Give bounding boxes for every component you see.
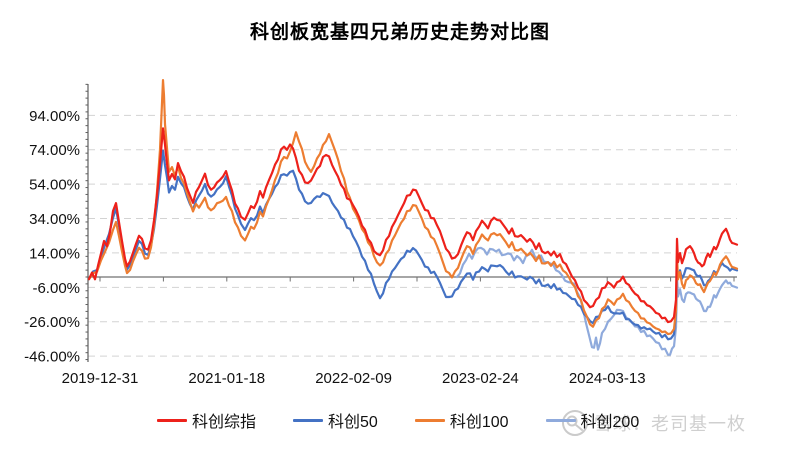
y-tick-label: -46.00% <box>24 349 80 366</box>
y-tick-labels: 94.00% 74.00% 54.00% 34.00% 14.00% -6.00% -26.… <box>24 108 80 366</box>
legend: 科创综指 科创50 科创100 科创200 <box>157 408 639 432</box>
legend-line-swatch <box>157 418 187 422</box>
watermark-text: 雪球：老司基一枚 <box>594 414 746 434</box>
y-tick-label: 14.00% <box>29 245 80 262</box>
chart-title: 科创板宽基四兄弟历史走势对比图 <box>249 22 550 43</box>
y-tick-label: 94.00% <box>29 108 80 125</box>
x-tick-labels: 2019-12-31 2021-01-18 2022-02-09 2023-02-24… <box>62 370 646 387</box>
x-tick-label: 2022-02-09 <box>315 370 392 387</box>
y-axis <box>85 83 89 362</box>
y-tick-label: 54.00% <box>29 177 80 194</box>
legend-label: 科创200 <box>580 414 640 431</box>
legend-item-科创100: 科创100 <box>414 408 509 432</box>
legend-label: 科创综指 <box>192 414 257 431</box>
series-line-科创50 <box>87 149 739 341</box>
legend-line-swatch <box>545 418 576 422</box>
legend-label: 科创100 <box>449 414 509 431</box>
legend-item-科创综指: 科创综指 <box>157 408 256 432</box>
x-axis-zero-line <box>88 276 737 282</box>
series-line-科创200 <box>455 246 739 356</box>
legend-item-科创200: 科创200 <box>545 408 640 432</box>
y-tick-label: -6.00% <box>32 280 80 297</box>
y-tick-label: 34.00% <box>29 211 80 228</box>
series-line-科创100 <box>87 78 739 336</box>
y-tick-label: 74.00% <box>29 142 80 159</box>
legend-item-科创50: 科创50 <box>293 408 378 432</box>
x-tick-label: 2021-01-18 <box>188 370 265 387</box>
legend-label: 科创50 <box>328 414 378 431</box>
watermark: 雪球：老司基一枚 <box>561 409 746 437</box>
y-tick-label: -26.00% <box>24 314 80 331</box>
legend-line-swatch <box>414 418 445 422</box>
legend-line-swatch <box>293 418 324 422</box>
series-line-科创综指 <box>87 127 739 324</box>
x-tick-label: 2023-02-24 <box>442 370 519 387</box>
y-gridlines <box>88 114 737 357</box>
x-tick-label: 2024-03-13 <box>569 370 646 387</box>
x-tick-label: 2019-12-31 <box>62 370 139 387</box>
